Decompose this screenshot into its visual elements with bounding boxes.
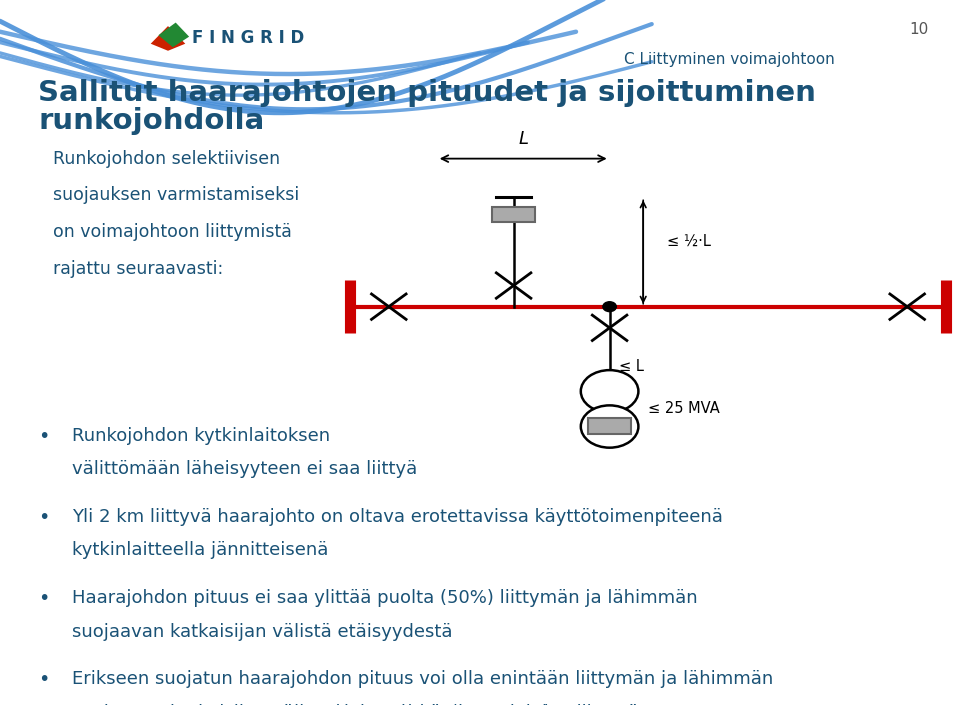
Text: suojaavan katkaisijan välinen johtopituus (: suojaavan katkaisijan välinen johtopituu…	[72, 704, 458, 705]
Text: 10: 10	[909, 22, 928, 37]
Text: L: L	[518, 130, 528, 148]
Text: välittömään läheisyyteen ei saa liittyä: välittömään läheisyyteen ei saa liittyä	[72, 460, 418, 479]
Text: rajattu seuraavasti:: rajattu seuraavasti:	[53, 259, 223, 278]
Circle shape	[603, 302, 616, 312]
Text: Runkojohdon selektiivisen: Runkojohdon selektiivisen	[53, 149, 280, 168]
Bar	[588, 418, 632, 434]
Text: suojauksen varmistamiseksi: suojauksen varmistamiseksi	[53, 186, 300, 204]
Text: •: •	[38, 508, 50, 527]
Text: Sallitut haarajohtojen pituudet ja sijoittuminen: Sallitut haarajohtojen pituudet ja sijoi…	[38, 79, 816, 107]
Text: katso: pitkän haarajohdon liityntä: katso: pitkän haarajohdon liityntä	[334, 704, 637, 705]
Circle shape	[581, 370, 638, 412]
Text: kytkinlaitteella jännitteisenä: kytkinlaitteella jännitteisenä	[72, 541, 328, 560]
Text: F I N G R I D: F I N G R I D	[192, 29, 304, 47]
Polygon shape	[158, 23, 189, 47]
Text: •: •	[38, 427, 50, 446]
Text: suojaavan katkaisijan välistä etäisyydestä: suojaavan katkaisijan välistä etäisyydes…	[72, 623, 452, 641]
Text: C Liittyminen voimajohtoon: C Liittyminen voimajohtoon	[624, 52, 835, 68]
Circle shape	[581, 405, 638, 448]
Text: runkojohdolla: runkojohdolla	[38, 107, 265, 135]
Text: •: •	[38, 589, 50, 608]
Text: ≤ L: ≤ L	[619, 359, 644, 374]
Text: ≤ 25 MVA: ≤ 25 MVA	[648, 401, 720, 417]
Text: •: •	[38, 670, 50, 689]
Bar	[492, 207, 536, 222]
Text: ≤ ½·L: ≤ ½·L	[667, 234, 711, 249]
Text: on voimajohtoon liittymistä: on voimajohtoon liittymistä	[53, 223, 292, 241]
Text: Yli 2 km liittyvä haarajohto on oltava erotettavissa käyttötoimenpiteenä: Yli 2 km liittyvä haarajohto on oltava e…	[72, 508, 723, 526]
Text: Runkojohdon kytkinlaitoksen: Runkojohdon kytkinlaitoksen	[72, 427, 330, 445]
Polygon shape	[151, 26, 185, 51]
Text: ): )	[541, 704, 548, 705]
Text: Haarajohdon pituus ei saa ylittää puolta (50%) liittymän ja lähimmän: Haarajohdon pituus ei saa ylittää puolta…	[72, 589, 698, 607]
Text: Erikseen suojatun haarajohdon pituus voi olla enintään liittymän ja lähimmän: Erikseen suojatun haarajohdon pituus voi…	[72, 670, 773, 688]
